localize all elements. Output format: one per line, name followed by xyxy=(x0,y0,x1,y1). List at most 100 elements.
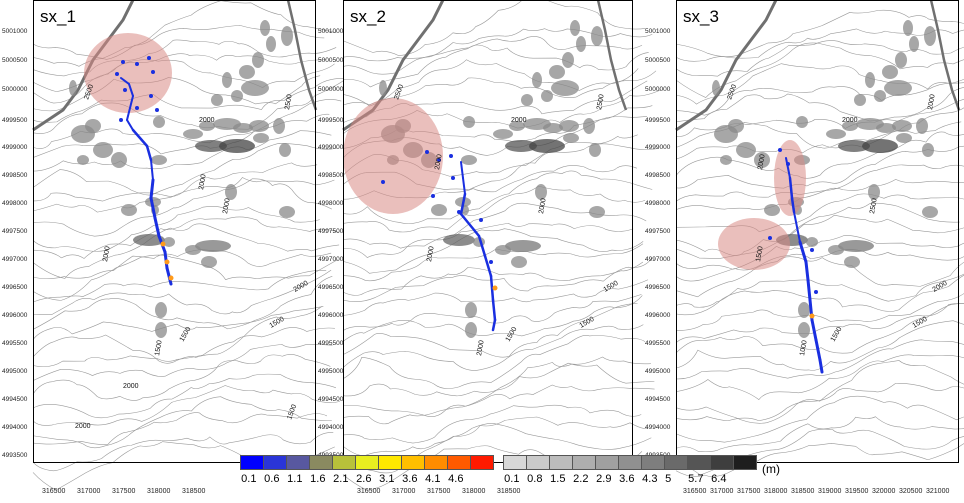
gray-deposit xyxy=(798,302,810,318)
flow-segment xyxy=(477,234,487,258)
gray-deposit xyxy=(153,116,165,128)
flow-segment xyxy=(790,196,796,214)
contour-line xyxy=(342,70,657,106)
contour-line xyxy=(32,327,335,368)
flow-dot xyxy=(814,290,818,294)
gray-deposit xyxy=(505,140,537,152)
contour-line xyxy=(32,130,332,172)
legend-value: 4.6 xyxy=(448,473,464,485)
x-tick-label: 321000 xyxy=(926,488,950,495)
flow-dot xyxy=(135,106,139,110)
flow-segment xyxy=(165,266,173,286)
y-tick-label: 4994000 xyxy=(2,424,28,431)
flow-dot xyxy=(119,118,123,122)
highlight-area xyxy=(718,218,790,270)
contour-line xyxy=(675,303,964,354)
contour-line xyxy=(675,339,964,380)
contour-line xyxy=(675,416,964,453)
flow-dot xyxy=(479,218,483,222)
flow-segment xyxy=(460,161,464,179)
contour-label: 1500 xyxy=(286,404,298,421)
contour-label: 2500 xyxy=(726,84,738,101)
flow-peak xyxy=(492,285,498,291)
gray-deposit xyxy=(231,90,243,102)
contour-label: 2000 xyxy=(757,154,767,171)
contour-line xyxy=(342,356,651,397)
gray-deposit xyxy=(239,65,255,79)
flow-dot xyxy=(489,260,493,264)
contour-line xyxy=(342,170,653,224)
gray-deposit xyxy=(559,120,579,132)
gray-deposit xyxy=(589,206,605,218)
y-tick-label: 4995500 xyxy=(318,340,344,347)
contour-line xyxy=(32,269,332,316)
legend-value: 3.6 xyxy=(402,473,418,485)
contour-line xyxy=(342,228,644,274)
gray-deposit xyxy=(279,206,295,218)
x-tick-label: 318000 xyxy=(764,488,788,495)
gray-deposit xyxy=(842,121,858,131)
flow-segment xyxy=(818,358,824,374)
y-tick-label: 4999000 xyxy=(2,144,28,151)
x-tick-label: 319000 xyxy=(818,488,842,495)
flow-dot xyxy=(425,150,429,154)
x-tick-label: 317500 xyxy=(112,488,136,495)
gray-deposit xyxy=(266,36,276,52)
gray-deposit xyxy=(185,245,201,255)
legend-value: 1.5 xyxy=(550,473,566,485)
legend-value: 0.1 xyxy=(241,473,257,485)
contour-line xyxy=(675,382,964,422)
gray-deposit xyxy=(279,143,291,157)
legend-swatch xyxy=(641,455,665,470)
legend-value: 1.6 xyxy=(310,473,326,485)
y-tick-label: 4997000 xyxy=(318,256,344,263)
flow-segment xyxy=(150,159,154,181)
gray-deposit xyxy=(195,140,227,152)
contour-line xyxy=(675,274,964,316)
contour-line xyxy=(342,404,642,444)
contour-line xyxy=(342,0,646,56)
flow-path xyxy=(381,150,498,332)
gray-deposit xyxy=(511,256,527,268)
contour-label: 2000 xyxy=(123,383,139,390)
gray-deposit xyxy=(862,139,898,153)
gray-deposit xyxy=(576,36,586,52)
flow-dot xyxy=(457,210,461,214)
y-tick-label: 4999000 xyxy=(318,144,344,151)
flow-segment xyxy=(153,216,161,238)
gray-deposit xyxy=(844,256,860,268)
contour-line xyxy=(32,306,324,340)
legend-value: 5.7 xyxy=(688,473,704,485)
panel-frame xyxy=(676,0,959,463)
legend-swatch xyxy=(286,455,310,470)
gray-deposit xyxy=(535,184,547,200)
flow-segment xyxy=(126,95,134,121)
gray-deposit xyxy=(874,90,886,102)
y-tick-label: 4998000 xyxy=(2,200,28,207)
contour-line xyxy=(32,270,327,303)
gray-deposits xyxy=(379,20,605,338)
legend-swatch xyxy=(687,455,711,470)
map-panel-sx3: 2500 2000 2500 2000 2000 1500 1000 1500 2000 1500… xyxy=(675,0,964,477)
y-tick-label: 4995500 xyxy=(2,340,28,347)
highlight-area xyxy=(343,98,443,214)
gray-deposit xyxy=(922,206,938,218)
legend-swatch xyxy=(309,455,333,470)
contour-line xyxy=(342,416,649,456)
ridge-line xyxy=(596,0,628,111)
gray-deposit xyxy=(903,20,913,36)
x-tick-label: 317000 xyxy=(77,488,101,495)
legend-swatch xyxy=(378,455,402,470)
flow-dot xyxy=(155,108,159,112)
flow-dot xyxy=(786,162,790,166)
contour-line xyxy=(675,303,964,343)
contour-label: 2500 xyxy=(284,94,294,111)
contour-line xyxy=(342,258,653,302)
contour-line xyxy=(342,44,649,88)
contour-line xyxy=(675,82,964,116)
legend-swatch xyxy=(447,455,471,470)
legend-value: 1.1 xyxy=(287,473,303,485)
contour-line xyxy=(675,63,964,105)
map-canvas-sx1: 2500200020002500200020002000150015001500… xyxy=(32,0,346,491)
